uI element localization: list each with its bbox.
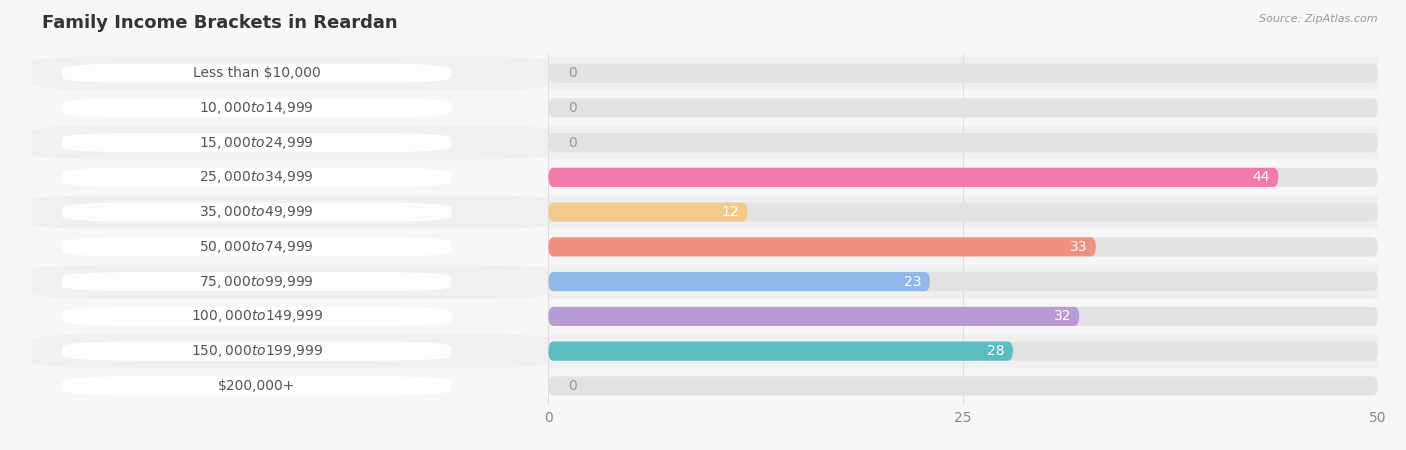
- FancyBboxPatch shape: [548, 168, 1278, 187]
- FancyBboxPatch shape: [62, 202, 451, 222]
- FancyBboxPatch shape: [32, 369, 551, 403]
- FancyBboxPatch shape: [548, 237, 1378, 256]
- FancyBboxPatch shape: [531, 369, 1395, 403]
- FancyBboxPatch shape: [548, 342, 1012, 361]
- FancyBboxPatch shape: [548, 307, 1080, 326]
- FancyBboxPatch shape: [62, 98, 451, 117]
- Text: 32: 32: [1053, 310, 1071, 324]
- FancyBboxPatch shape: [32, 91, 551, 125]
- FancyBboxPatch shape: [32, 161, 551, 194]
- Text: 44: 44: [1253, 171, 1270, 184]
- FancyBboxPatch shape: [32, 300, 551, 333]
- Text: $25,000 to $34,999: $25,000 to $34,999: [200, 169, 314, 185]
- Text: $150,000 to $199,999: $150,000 to $199,999: [191, 343, 323, 359]
- Text: 28: 28: [987, 344, 1004, 358]
- FancyBboxPatch shape: [62, 272, 451, 291]
- Text: Family Income Brackets in Reardan: Family Income Brackets in Reardan: [42, 14, 398, 32]
- FancyBboxPatch shape: [548, 202, 748, 222]
- FancyBboxPatch shape: [531, 195, 1395, 229]
- Text: $15,000 to $24,999: $15,000 to $24,999: [200, 135, 314, 151]
- FancyBboxPatch shape: [531, 56, 1395, 90]
- FancyBboxPatch shape: [531, 334, 1395, 368]
- FancyBboxPatch shape: [32, 56, 551, 90]
- FancyBboxPatch shape: [62, 63, 451, 83]
- FancyBboxPatch shape: [548, 133, 1378, 152]
- FancyBboxPatch shape: [548, 98, 1378, 117]
- FancyBboxPatch shape: [32, 265, 551, 298]
- FancyBboxPatch shape: [32, 230, 551, 264]
- FancyBboxPatch shape: [548, 272, 929, 291]
- FancyBboxPatch shape: [62, 168, 451, 187]
- FancyBboxPatch shape: [32, 334, 551, 368]
- FancyBboxPatch shape: [548, 202, 1378, 222]
- Text: 0: 0: [568, 379, 576, 393]
- Text: $200,000+: $200,000+: [218, 379, 295, 393]
- Text: 12: 12: [721, 205, 740, 219]
- Text: $35,000 to $49,999: $35,000 to $49,999: [200, 204, 314, 220]
- FancyBboxPatch shape: [62, 342, 451, 361]
- FancyBboxPatch shape: [548, 168, 1378, 187]
- FancyBboxPatch shape: [62, 237, 451, 256]
- Text: $75,000 to $99,999: $75,000 to $99,999: [200, 274, 314, 290]
- FancyBboxPatch shape: [548, 376, 1378, 396]
- FancyBboxPatch shape: [548, 342, 1378, 361]
- FancyBboxPatch shape: [548, 237, 1095, 256]
- Text: 0: 0: [568, 101, 576, 115]
- FancyBboxPatch shape: [62, 307, 451, 326]
- Text: Source: ZipAtlas.com: Source: ZipAtlas.com: [1260, 14, 1378, 23]
- Text: 23: 23: [904, 274, 922, 288]
- FancyBboxPatch shape: [531, 230, 1395, 264]
- FancyBboxPatch shape: [548, 272, 1378, 291]
- Text: Less than $10,000: Less than $10,000: [193, 66, 321, 80]
- Text: $100,000 to $149,999: $100,000 to $149,999: [191, 308, 323, 324]
- FancyBboxPatch shape: [32, 195, 551, 229]
- Text: 33: 33: [1070, 240, 1088, 254]
- FancyBboxPatch shape: [548, 307, 1378, 326]
- FancyBboxPatch shape: [531, 91, 1395, 125]
- FancyBboxPatch shape: [531, 126, 1395, 159]
- Text: $50,000 to $74,999: $50,000 to $74,999: [200, 239, 314, 255]
- FancyBboxPatch shape: [531, 161, 1395, 194]
- Text: 0: 0: [568, 135, 576, 149]
- FancyBboxPatch shape: [32, 126, 551, 159]
- Text: 0: 0: [568, 66, 576, 80]
- FancyBboxPatch shape: [62, 133, 451, 152]
- Text: $10,000 to $14,999: $10,000 to $14,999: [200, 100, 314, 116]
- FancyBboxPatch shape: [531, 300, 1395, 333]
- FancyBboxPatch shape: [62, 376, 451, 396]
- FancyBboxPatch shape: [531, 265, 1395, 298]
- FancyBboxPatch shape: [548, 63, 1378, 83]
